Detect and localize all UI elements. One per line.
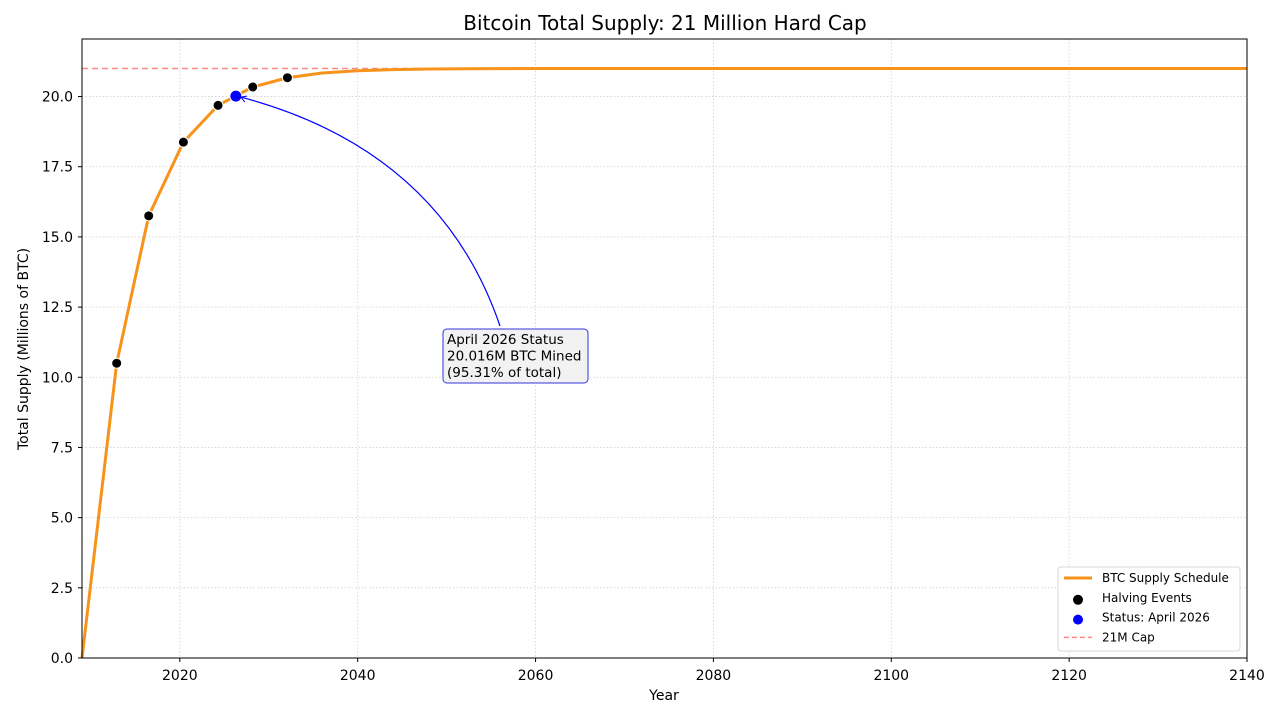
legend-box: [1057, 566, 1241, 652]
halving-point: [177, 136, 189, 148]
legend-label: Status: April 2026: [1102, 611, 1210, 625]
legend-marker-icon: [1073, 614, 1083, 625]
status-point: [229, 89, 243, 103]
legend-label: Halving Events: [1102, 591, 1192, 605]
y-tick-label: 10.0: [42, 370, 73, 386]
annotation-box: [442, 328, 589, 384]
x-tick-label: 2140: [1229, 668, 1265, 684]
x-tick-label: 2080: [696, 668, 732, 684]
x-tick-label: 2040: [340, 668, 376, 684]
plot-area: [80, 66, 1247, 659]
y-tick-label: 17.5: [42, 160, 73, 176]
chart-title: Bitcoin Total Supply: 21 Million Hard Ca…: [463, 11, 867, 35]
x-axis-label: Year: [648, 688, 679, 704]
halving-point: [143, 210, 155, 222]
annotation-text: 20.016M BTC Mined: [447, 349, 581, 365]
y-tick-label: 20.0: [42, 90, 73, 106]
y-axis: 0.0 2.5 5.0 7.5 10.0 12.5 15.0 17.5 20.0: [42, 90, 82, 667]
x-tick-label: 2060: [518, 668, 554, 684]
x-tick-label: 2120: [1051, 668, 1087, 684]
halving-point: [281, 72, 293, 84]
x-axis: 2020 2040 2060 2080 2100 2120 2140: [162, 658, 1265, 684]
annotation-arrow: [240, 96, 501, 327]
y-tick-label: 2.5: [51, 581, 73, 597]
y-tick-label: 7.5: [51, 440, 73, 456]
y-axis-label: Total Supply (Millions of BTC): [16, 248, 32, 451]
legend-marker-icon: [1073, 594, 1083, 605]
legend-label: BTC Supply Schedule: [1102, 571, 1229, 585]
annotation-arrowhead: [239, 95, 247, 103]
y-tick-label: 0.0: [51, 651, 73, 667]
y-tick-label: 5.0: [51, 511, 73, 527]
legend: BTC Supply Schedule Halving Events Status:…: [1057, 566, 1241, 652]
halving-point: [247, 81, 259, 93]
x-tick-label: 2020: [162, 668, 198, 684]
halving-point: [212, 99, 224, 111]
y-tick-label: 15.0: [42, 230, 73, 246]
legend-label: 21M Cap: [1102, 630, 1155, 644]
axes-frame: [81, 38, 1248, 659]
grid: [82, 39, 1248, 659]
y-tick-label: 12.5: [42, 300, 73, 316]
annotation-text: April 2026 Status: [447, 332, 564, 348]
annotation-text: (95.31% of total): [447, 365, 561, 381]
x-tick-label: 2100: [873, 668, 909, 684]
halving-point: [111, 357, 123, 369]
